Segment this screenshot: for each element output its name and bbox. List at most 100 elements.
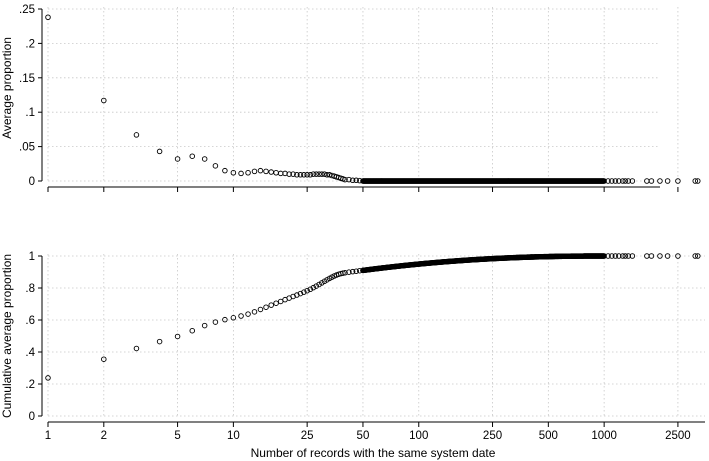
data-point [616,178,622,184]
y-tick-label: 0 [29,411,35,423]
data-point [251,309,258,315]
data-point [230,315,237,321]
data-point [605,178,611,184]
data-point [622,253,629,259]
data-point [297,290,304,297]
data-point [286,171,292,177]
data-point [340,270,346,276]
data-point [307,172,314,178]
x-tick-label: 2500 [665,430,691,442]
data-point [156,148,163,155]
y-tick-label: .1 [25,107,35,119]
data-point [307,286,314,293]
data-point [664,253,671,259]
data-point [675,178,681,184]
data-point [648,178,655,184]
x-tick-label: 250 [483,430,502,442]
data-point [664,178,671,184]
y-tick-label: .4 [25,347,35,359]
data-point [695,178,701,184]
data-point [45,14,51,21]
data-point [619,178,626,184]
data-point [313,283,320,289]
data-point [304,287,310,294]
data-point [297,172,304,178]
y-tick-label: .2 [25,38,35,50]
data-point [657,178,663,184]
y-tick-label: .6 [25,315,35,327]
data-point [301,289,307,295]
data-point [301,172,307,178]
data-point [238,170,244,177]
data-point [273,169,279,176]
data-point [601,178,607,184]
top-y-axis-title: Average proportion [0,37,14,139]
data-point [349,268,356,275]
data-point [609,178,615,184]
data-point [156,338,163,345]
y-tick-label: 0 [29,176,35,188]
x-axis-title: Number of records with the same system d… [251,446,496,460]
data-point [310,171,317,177]
x-tick-label: 500 [539,430,558,442]
data-point [101,97,107,104]
x-tick-label: 1000 [591,430,617,442]
data-point [612,253,619,259]
data-point [273,300,279,306]
data-point [616,253,622,259]
data-point [622,178,629,184]
data-point [601,253,607,259]
y-tick-label: .2 [25,379,35,391]
data-point [629,253,636,259]
x-tick-label: 1 [45,430,51,442]
data-point [245,311,251,317]
data-point [222,167,228,174]
x-tick-label: 50 [357,430,370,442]
data-point [189,153,196,159]
data-point [45,375,51,381]
data-point [629,178,636,184]
data-point [625,253,632,259]
x-tick-label: 2 [101,430,107,442]
data-point [294,292,300,298]
data-point [238,313,244,319]
data-point [212,163,219,169]
bottom-panel: 0.2.4.6.811 2 5 10 25 50 100 250 500 1000 2500 Cum… [0,251,705,460]
data-point [648,253,655,259]
x-tick-label: 100 [409,430,428,442]
y-tick-label: .15 [19,73,35,85]
data-point [268,169,274,175]
data-point [201,156,208,162]
data-point [319,171,325,177]
data-point [245,169,251,176]
data-point [201,322,208,329]
data-point [101,356,107,362]
data-point [675,253,681,259]
data-point [657,253,663,259]
x-tick-label: 25 [301,430,314,442]
data-point [304,172,310,178]
data-point [290,171,296,177]
data-point [612,178,619,184]
data-point [321,171,328,177]
data-point [263,168,269,175]
data-point [609,253,615,259]
data-point [346,269,352,275]
data-point [619,253,626,259]
data-point [222,316,228,323]
data-point [692,178,698,184]
data-point [133,345,140,352]
data-point [263,304,269,310]
x-tick-label: 10 [227,430,240,442]
data-point [353,177,359,184]
data-point [346,176,352,183]
data-point [212,319,219,325]
data-point [342,270,348,276]
y-tick-label: .05 [19,142,35,154]
x-tick-label: 5 [174,430,180,442]
y-tick-label: 1 [29,251,35,263]
data-point [316,171,322,177]
data-point [605,253,611,259]
data-point [695,253,701,259]
y-tick-label: .25 [19,4,35,16]
